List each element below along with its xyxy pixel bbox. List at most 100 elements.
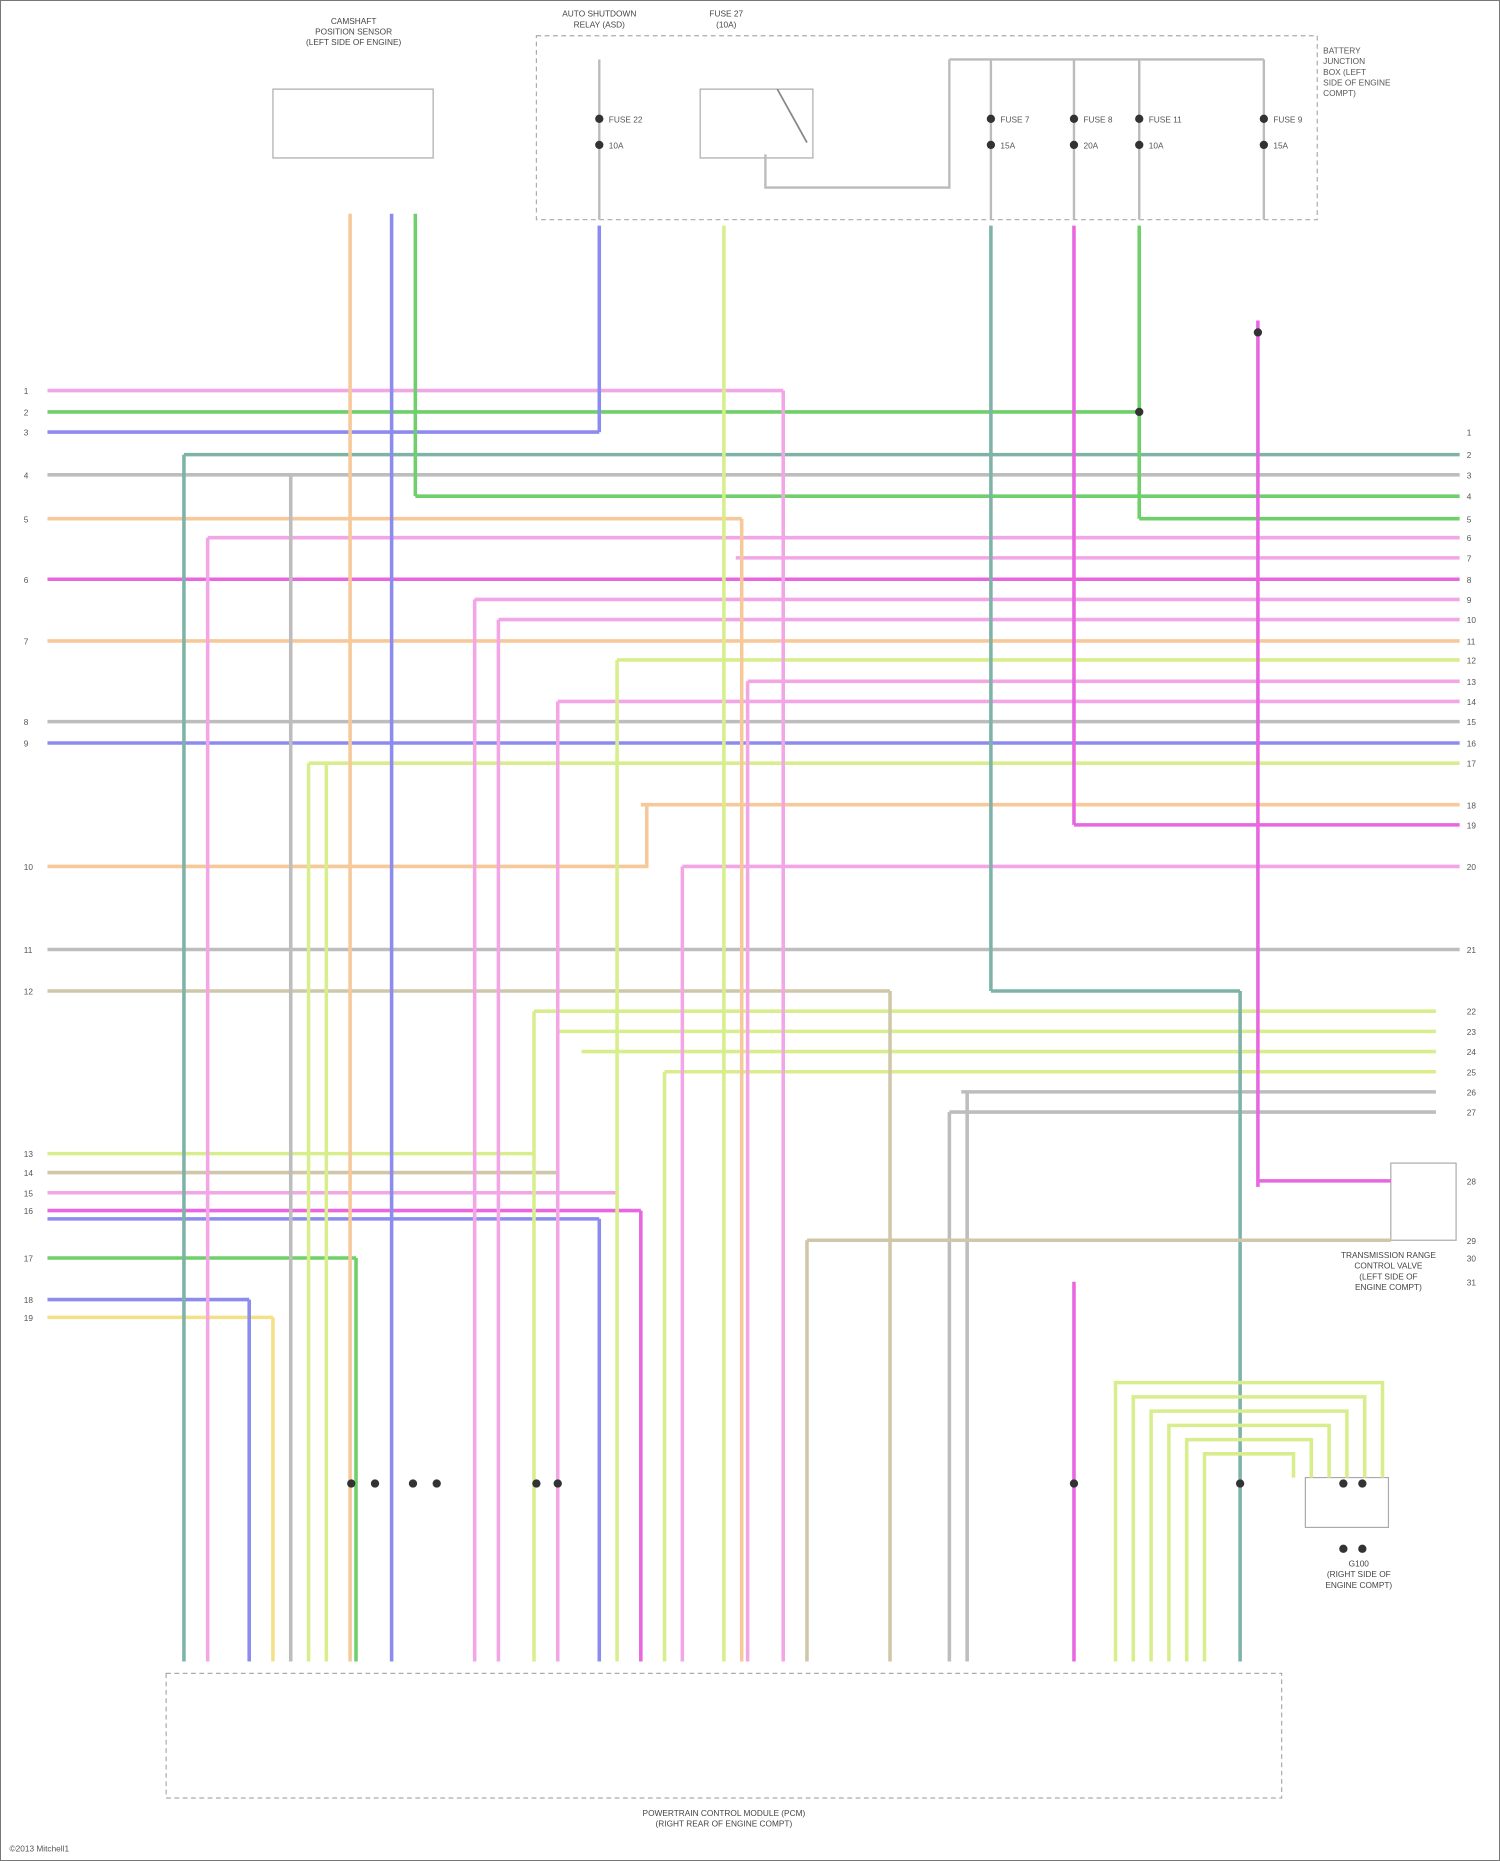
- wire-orange: [47, 804, 649, 869]
- right-pin-number: 14: [1467, 697, 1477, 707]
- right-pin-number: 4: [1467, 492, 1472, 502]
- left-pin-number: 10: [24, 862, 34, 872]
- right-pin-number: 3: [1467, 470, 1472, 480]
- right-pin-number: 6: [1467, 533, 1472, 543]
- fuse-terminal: [1069, 114, 1079, 123]
- ground-title: G100: [1349, 1559, 1370, 1569]
- junction-box-label: COMPT): [1323, 88, 1356, 98]
- footer-copyright: ©2013 Mitchell1: [9, 1843, 69, 1853]
- fuse-label: FUSE 22: [609, 114, 643, 124]
- fuse-rating: 15A: [1000, 140, 1015, 150]
- left-pin-number: 15: [24, 1188, 34, 1198]
- right-pin-number: 22: [1467, 1007, 1477, 1017]
- right-pin-number: 2: [1467, 450, 1472, 460]
- left-pin-number: 5: [24, 514, 29, 524]
- right-pin-number: 17: [1467, 759, 1477, 769]
- solenoid-title: (LEFT SIDE OF: [1359, 1271, 1417, 1281]
- right-pin-number: 21: [1467, 945, 1477, 955]
- fuse-rating: 10A: [1149, 140, 1164, 150]
- splice-dot: [1235, 1479, 1245, 1488]
- right-pin-number: 29: [1467, 1236, 1477, 1246]
- fuse-label: FUSE 9: [1273, 114, 1302, 124]
- right-pin-number: 11: [1467, 637, 1476, 647]
- right-pin-number: 10: [1467, 615, 1477, 625]
- right-pin-number: 9: [1467, 595, 1472, 605]
- shield-dot: [432, 1479, 441, 1488]
- left-pin-number: 14: [24, 1168, 34, 1178]
- ground-dot: [1358, 1544, 1367, 1553]
- left-pin-number: 4: [24, 470, 29, 480]
- sensor-title: (LEFT SIDE OF ENGINE): [306, 37, 402, 47]
- solenoid-title: TRANSMISSION RANGE: [1341, 1250, 1436, 1260]
- junction-box-label: BOX (LEFT: [1323, 67, 1366, 77]
- ground-wire: [1167, 1423, 1331, 1662]
- fuse-terminal: [1135, 114, 1144, 123]
- fuse-terminal: [595, 114, 604, 123]
- camshaft-sensor-box: [272, 88, 434, 159]
- asd-relay-box: [699, 88, 814, 159]
- fuse-terminal: [595, 140, 604, 150]
- right-pin-number: 13: [1467, 677, 1477, 687]
- left-pin-number: 16: [24, 1206, 34, 1216]
- ground-wire: [1202, 1452, 1296, 1662]
- left-pin-number: 9: [24, 739, 29, 749]
- shield-dot: [1069, 1479, 1079, 1488]
- right-pin-number: 28: [1467, 1176, 1477, 1186]
- ground-dot: [1339, 1544, 1348, 1553]
- junction-box-label: SIDE OF ENGINE: [1323, 78, 1391, 88]
- battery-junction-box: [535, 35, 1318, 221]
- left-pin-number: 13: [24, 1149, 34, 1159]
- left-pin-number: 17: [24, 1254, 34, 1264]
- left-pin-number: 18: [24, 1295, 34, 1305]
- right-pin-number: 15: [1467, 717, 1477, 727]
- right-pin-number: 1: [1467, 428, 1472, 438]
- right-pin-number: 30: [1467, 1254, 1477, 1264]
- fuse-terminal: [1135, 140, 1144, 150]
- right-pin-number: 7: [1467, 553, 1472, 563]
- right-pin-number: 8: [1467, 575, 1472, 585]
- relay-title: RELAY (ASD): [574, 19, 626, 29]
- left-pin-number: 6: [24, 575, 29, 585]
- right-pin-number: 26: [1467, 1087, 1477, 1097]
- shield-dot: [408, 1479, 418, 1488]
- right-pin-number: 27: [1467, 1108, 1477, 1118]
- fuse-terminal: [1069, 140, 1079, 150]
- right-pin-number: 25: [1467, 1067, 1477, 1077]
- fuse-terminal: [986, 114, 996, 123]
- left-pin-number: 3: [24, 428, 29, 438]
- right-pin-number: 24: [1467, 1047, 1477, 1057]
- left-pin-number: 2: [24, 407, 29, 417]
- sensor-title: POSITION SENSOR: [315, 27, 392, 37]
- fuse-terminal: [1259, 114, 1268, 123]
- junction-box-label: JUNCTION: [1323, 56, 1365, 66]
- splice-dot: [1135, 407, 1144, 417]
- relay-switch: [776, 88, 808, 143]
- fuse-label: FUSE 11: [1149, 114, 1182, 124]
- ground-wire: [1184, 1437, 1314, 1662]
- fuse-terminal: [986, 140, 996, 150]
- fuse-rating: 15A: [1273, 140, 1288, 150]
- right-pin-number: 16: [1467, 739, 1477, 749]
- ground-wire: [1113, 1380, 1385, 1662]
- ground-wire: [1131, 1395, 1367, 1662]
- left-pin-number: 7: [24, 637, 29, 647]
- pcm-title: POWERTRAIN CONTROL MODULE (PCM): [643, 1808, 806, 1818]
- left-pin-number: 8: [24, 717, 29, 727]
- right-pin-number: 20: [1467, 862, 1477, 872]
- relay-fuse-title: (10A): [716, 19, 737, 29]
- fuse-rating: 10A: [609, 140, 624, 150]
- pcm-box: [165, 1672, 1283, 1799]
- ground-title: ENGINE COMPT): [1325, 1580, 1392, 1590]
- right-pin-number: 18: [1467, 800, 1477, 810]
- right-pin-number: 19: [1467, 820, 1477, 830]
- sensor-title: CAMSHAFT: [331, 16, 377, 26]
- shield-dot: [370, 1479, 380, 1488]
- fuse-label: FUSE 8: [1083, 114, 1112, 124]
- relay-title: AUTO SHUTDOWN: [562, 9, 636, 19]
- right-pin-number: 31: [1467, 1277, 1477, 1287]
- right-pin-number: 5: [1467, 514, 1472, 524]
- solenoid-title: ENGINE COMPT): [1355, 1282, 1422, 1292]
- left-pin-number: 11: [24, 945, 33, 955]
- shield-dot: [1339, 1479, 1348, 1488]
